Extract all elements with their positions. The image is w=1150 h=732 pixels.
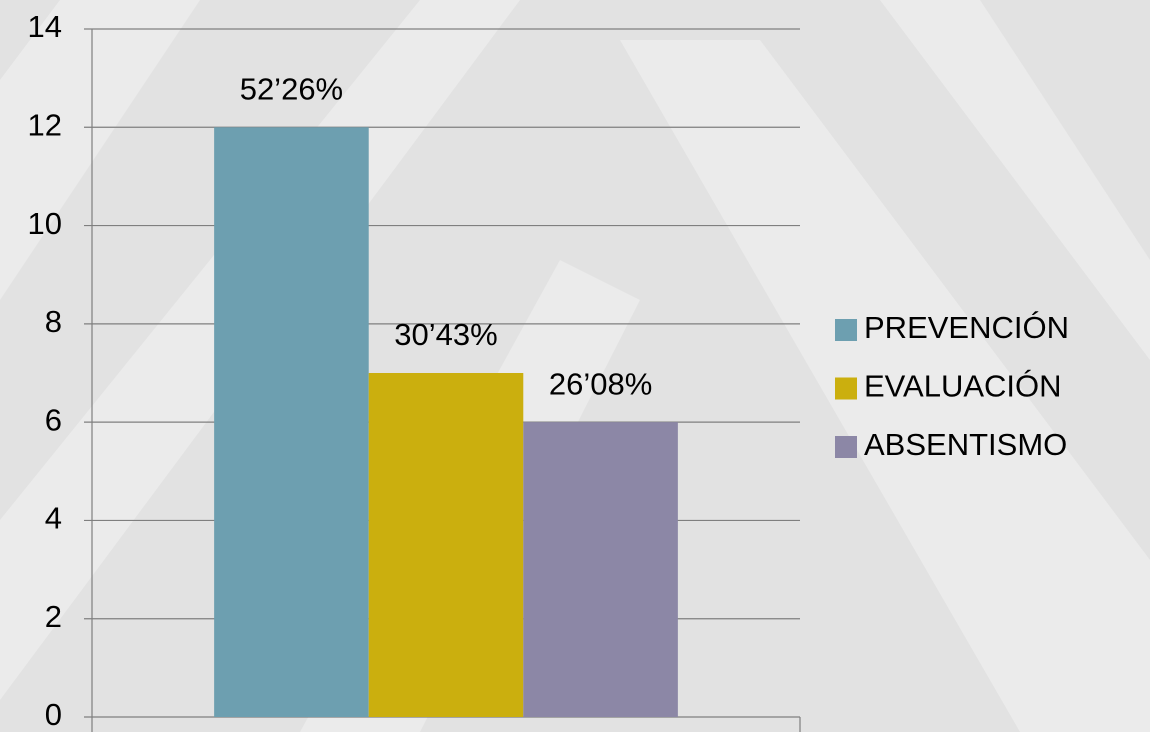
- bar: [368, 373, 524, 717]
- legend-label: EVALUACIÓN: [864, 369, 1062, 404]
- bar: [214, 127, 369, 718]
- data-label: 30’43%: [394, 317, 497, 352]
- y-tick-label: 12: [28, 107, 62, 142]
- y-tick-label: 4: [45, 501, 62, 536]
- legend-swatch: [835, 377, 857, 400]
- bar: [523, 422, 678, 717]
- data-label: 26’08%: [549, 366, 652, 401]
- y-tick-label: 14: [28, 9, 62, 44]
- legend-label: ABSENTISMO: [864, 427, 1067, 462]
- data-label: 52’26%: [240, 71, 343, 106]
- y-tick-label: 10: [28, 206, 62, 241]
- legend-label: PREVENCIÓN: [864, 310, 1069, 345]
- legend-swatch: [835, 319, 857, 341]
- y-tick-label: 6: [45, 402, 62, 437]
- y-tick-label: 8: [45, 304, 62, 339]
- y-tick-label: 0: [45, 697, 62, 732]
- y-tick-label: 2: [45, 599, 62, 634]
- legend-swatch: [835, 436, 857, 458]
